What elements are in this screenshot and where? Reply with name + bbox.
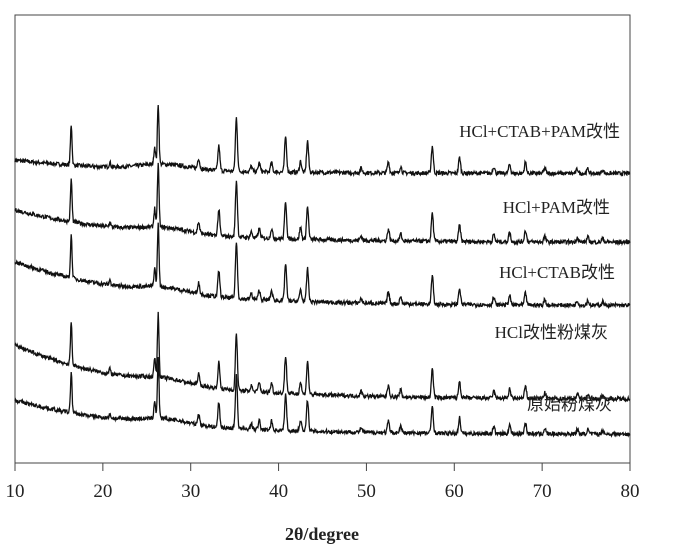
x-tick-label: 30: [181, 481, 200, 502]
x-tick-label: 10: [6, 481, 25, 502]
x-tick-label: 40: [269, 481, 288, 502]
series-label: HCl+PAM改性: [503, 198, 610, 217]
series-label: HCl改性粉煤灰: [495, 323, 608, 342]
series-line-1: [14, 104, 631, 178]
series-label: 原始粉煤灰: [527, 395, 612, 414]
x-tick-label: 20: [93, 481, 112, 502]
series-label: HCl+CTAB改性: [499, 263, 615, 282]
series-label: HCl+CTAB+PAM改性: [459, 122, 620, 141]
series-line-2: [14, 162, 631, 247]
x-tick-label: 60: [445, 481, 464, 502]
x-tick-label: 80: [621, 481, 640, 502]
x-axis-label: 2θ/degree: [285, 524, 359, 544]
series-line-3: [14, 222, 631, 310]
series-line-5: [14, 356, 631, 438]
x-tick-label: 70: [533, 481, 552, 502]
series-line-4: [14, 311, 631, 403]
x-tick-label: 50: [357, 481, 376, 502]
plot-frame: [14, 14, 631, 464]
